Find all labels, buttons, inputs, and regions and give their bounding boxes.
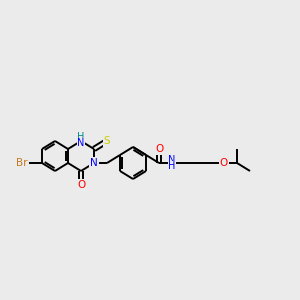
Text: S: S bbox=[104, 136, 110, 146]
Text: Br: Br bbox=[16, 158, 28, 168]
Text: O: O bbox=[77, 180, 85, 190]
Text: O: O bbox=[155, 144, 163, 154]
Text: H: H bbox=[77, 132, 85, 142]
Text: H: H bbox=[168, 161, 176, 171]
Text: O: O bbox=[220, 158, 228, 168]
Text: N: N bbox=[77, 138, 85, 148]
Text: N: N bbox=[168, 155, 176, 165]
Text: N: N bbox=[90, 158, 98, 168]
